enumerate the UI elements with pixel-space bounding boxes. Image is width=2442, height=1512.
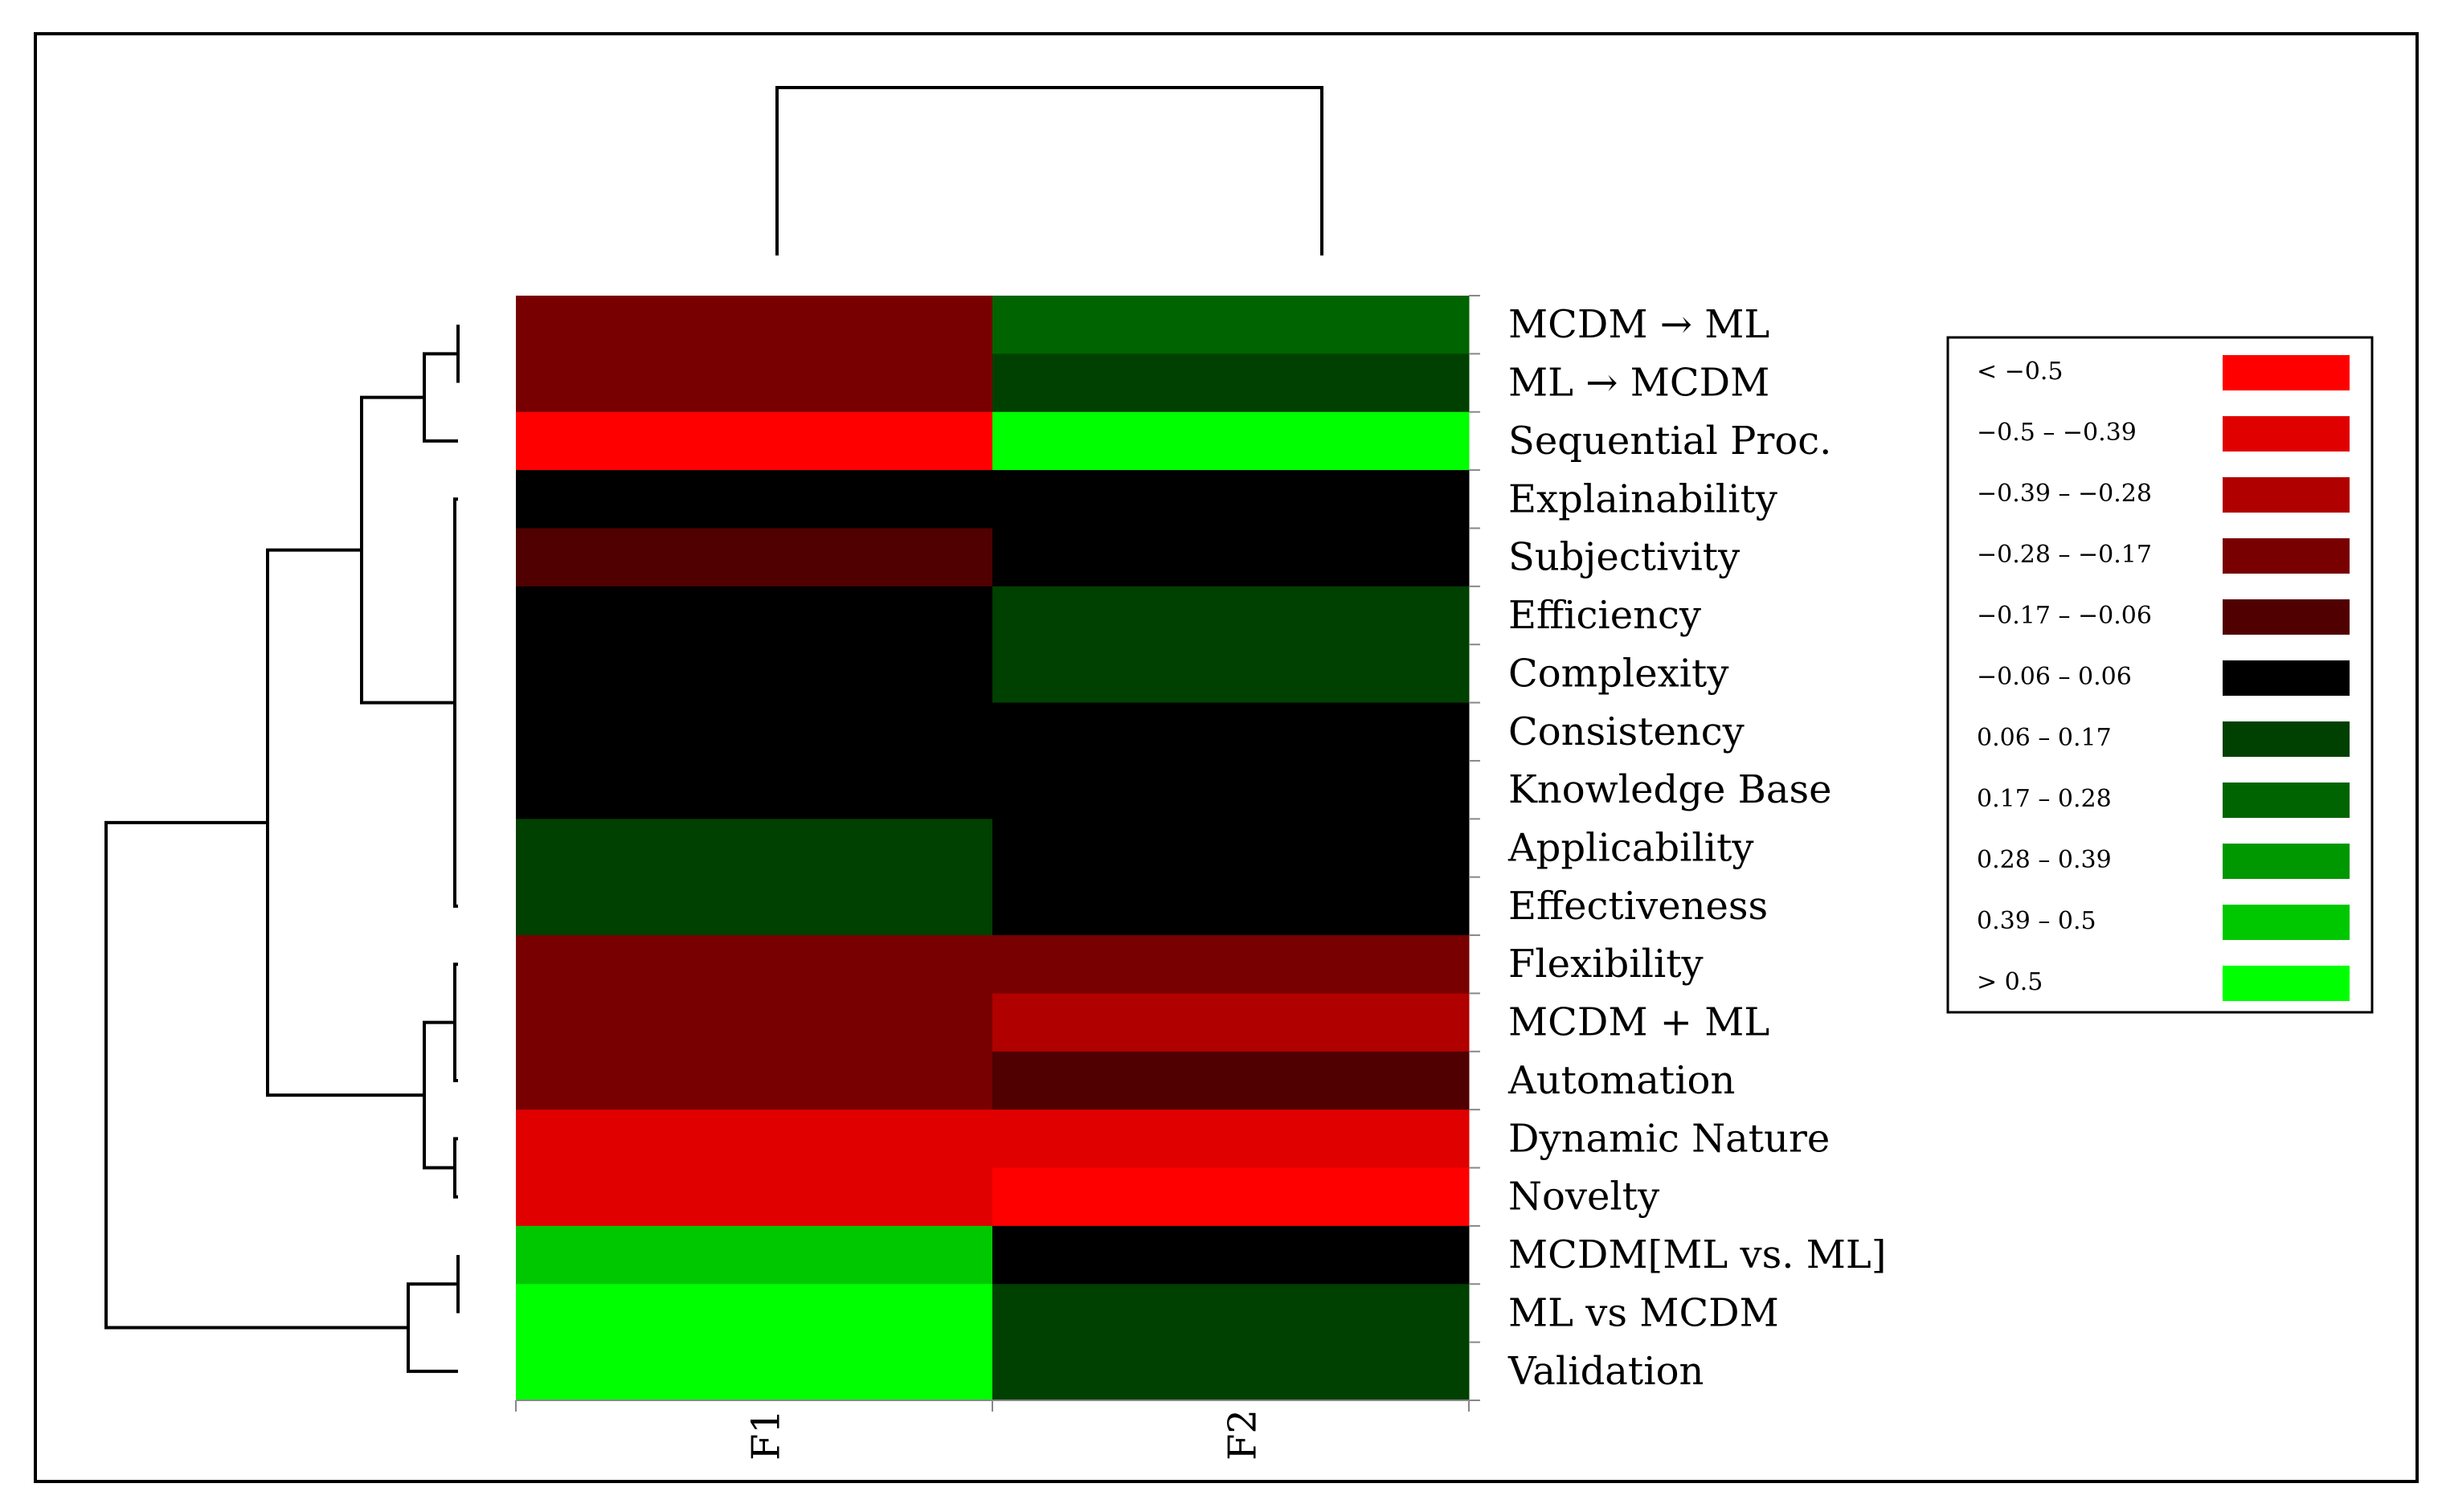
heatmap-cell [992,296,1470,354]
column-label: F1 [744,1409,789,1461]
row-label: MCDM → ML [1508,302,1769,347]
column-labels: F1 F2 [744,1409,1266,1461]
legend-swatch [2223,355,2350,390]
row-label: MCDM[ML vs. ML] [1508,1232,1887,1277]
column-label: F2 [1221,1409,1266,1461]
heatmap-cell [992,644,1470,704]
heatmap-cell [516,1342,993,1401]
heatmap-cells [516,296,1470,1401]
row-label: Effectiveness [1508,884,1768,929]
row-label: ML → MCDM [1508,361,1769,406]
heatmap-cell [516,528,993,587]
row-dendrogram [104,325,460,1373]
heatmap-cell [992,353,1470,413]
row-label: Dynamic Nature [1508,1116,1830,1161]
legend-label: −0.28 – −0.17 [1977,541,2152,569]
row-label: Knowledge Base [1508,767,1832,812]
heatmap-cell [516,1284,993,1343]
legend-label: < −0.5 [1977,358,2064,386]
legend-swatch [2223,660,2350,696]
row-dendrogram-branch [104,820,408,1330]
legend-swatch [2223,905,2350,940]
heatmap-cell [992,702,1470,762]
heatmap-cell [516,644,993,704]
heatmap-cell [516,353,993,413]
heatmap-cell [516,993,993,1052]
heatmap-cell [992,993,1470,1052]
heatmap-cell [992,1342,1470,1401]
row-label: Novelty [1508,1175,1659,1220]
heatmap-cell [992,528,1470,587]
legend-swatch [2223,477,2350,513]
legend-swatch [2223,416,2350,452]
heatmap-cell [992,760,1470,819]
row-labels: MCDM → ML ML → MCDM Sequential Proc. Explai… [1507,302,1887,1394]
heatmap-cell [516,877,993,936]
legend-label: 0.17 – 0.28 [1977,785,2112,813]
legend-label: 0.28 – 0.39 [1977,846,2112,874]
row-label: Subjectivity [1508,535,1740,580]
heatmap-cell [516,760,993,819]
row-label: Automation [1507,1058,1735,1103]
row-label: Efficiency [1508,593,1701,638]
heatmap-cell [516,1051,993,1110]
column-dendrogram [775,86,1323,255]
heatmap-cell [516,819,993,878]
legend-swatch [2223,966,2350,1001]
heatmap-cell [992,1109,1470,1169]
legend-label: −0.5 – −0.39 [1977,419,2137,447]
row-label: Flexibility [1508,942,1704,987]
legend-label: 0.39 – 0.5 [1977,907,2096,935]
heatmap-cell [992,1167,1470,1227]
legend-swatch [2223,538,2350,574]
heatmap-cell [992,877,1470,936]
heatmap-cell [516,586,993,645]
heatmap-cell [992,586,1470,645]
legend-swatch [2223,721,2350,757]
legend-label: > 0.5 [1977,968,2043,996]
heatmap-cell [992,1225,1470,1285]
heatmap-cell [992,1284,1470,1343]
heatmap-cell [516,296,993,354]
row-label: ML vs MCDM [1508,1290,1779,1335]
heatmap-cell [516,411,993,471]
heatmap-cell [516,1225,993,1285]
legend-swatch [2223,599,2350,635]
row-label: Complexity [1508,651,1728,696]
heatmap-cell [516,470,993,529]
legend-label: −0.17 – −0.06 [1977,602,2152,630]
column-dendrogram-branch [775,86,1323,255]
row-label: MCDM + ML [1508,1000,1769,1045]
row-label: Explainability [1508,476,1777,521]
heatmap-cell [992,819,1470,878]
row-label: Consistency [1508,709,1745,754]
color-legend: < −0.5 −0.5 – −0.39 −0.39 – −0.28 −0.28 – −… [1946,336,2374,1014]
heatmap-cell [516,1167,993,1227]
legend-label: −0.06 – 0.06 [1977,663,2132,691]
legend-label: 0.06 – 0.17 [1977,724,2112,752]
legend-label: −0.39 – −0.28 [1977,480,2152,508]
row-label: Validation [1507,1349,1704,1394]
heatmap-cell [992,411,1470,471]
heatmap-cell [516,1109,993,1169]
heatmap-cell [516,935,993,994]
heatmap-cell [992,1051,1470,1110]
legend-swatch [2223,844,2350,879]
legend-swatch [2223,783,2350,818]
heatmap-cell [992,470,1470,529]
heatmap-ticks [515,295,1480,1412]
row-label: Applicability [1507,826,1754,871]
row-label: Sequential Proc. [1508,419,1831,464]
heatmap-cell [516,702,993,762]
heatmap-cell [992,935,1470,994]
